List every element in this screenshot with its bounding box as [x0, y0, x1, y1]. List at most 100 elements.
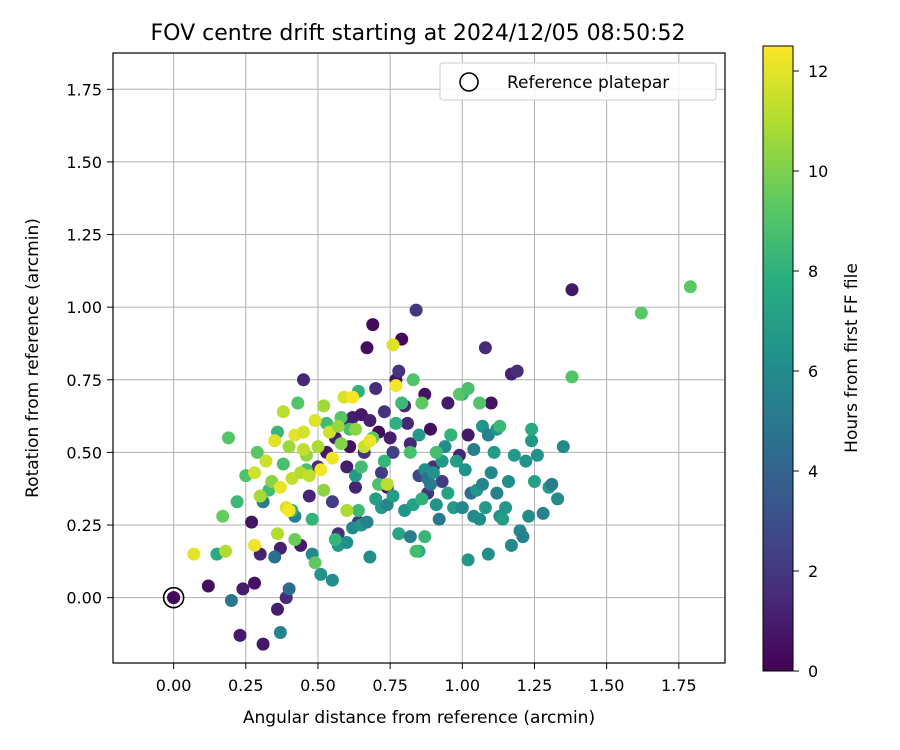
scatter-point	[273, 480, 287, 494]
axis-ticks: 0.00 0.25 0.50 0.75 1.00 1.25 1.50 1.75 0.00 0.25…	[66, 80, 696, 695]
scatter-point	[473, 396, 487, 410]
plot-frame	[112, 52, 726, 664]
colorbar-tick-label: 8	[808, 262, 818, 281]
scatter-point	[565, 283, 579, 297]
x-tick-label: 1.75	[661, 676, 697, 695]
scatter-point	[268, 550, 282, 564]
scatter-point	[519, 454, 533, 468]
scatter-point	[224, 594, 238, 607]
scatter-point	[308, 556, 322, 570]
x-tick-label: 0.75	[372, 676, 408, 695]
scatter-point	[248, 576, 261, 590]
scatter-point	[528, 475, 541, 488]
y-tick-label: 0.50	[66, 443, 102, 462]
scatter-point	[363, 550, 377, 564]
scatter-point	[504, 538, 518, 552]
scatter-point	[245, 515, 259, 529]
scatter-point	[461, 553, 475, 567]
scatter-point	[403, 445, 417, 459]
scatter-point	[308, 414, 322, 427]
scatter-point	[302, 469, 316, 483]
scatter-point	[565, 370, 579, 384]
scatter-point	[484, 466, 498, 480]
scatter-point	[311, 440, 325, 454]
scatter-point	[328, 533, 342, 546]
legend-box	[439, 62, 717, 101]
scatter-point	[473, 512, 487, 526]
scatter-point	[230, 495, 244, 509]
scatter-point	[525, 434, 539, 448]
scatter-point	[450, 454, 463, 468]
scatter-point	[302, 489, 316, 503]
scatter-point	[432, 512, 446, 526]
scatter-point	[401, 416, 414, 430]
scatter-point	[395, 396, 409, 410]
scatter-point	[349, 422, 362, 436]
y-tick-label: 1.00	[66, 298, 102, 317]
scatter-point	[305, 512, 319, 526]
scatter-point	[291, 396, 305, 410]
legend-label: Reference platepar	[507, 73, 669, 93]
scatter-point	[426, 466, 440, 480]
scatter-point	[516, 530, 530, 544]
scatter-point	[444, 428, 458, 442]
scatter-point	[409, 303, 423, 317]
x-tick-label: 0.00	[156, 676, 192, 695]
colorbar-tick-label: 10	[808, 162, 828, 181]
scatter-point	[340, 460, 354, 474]
scatter-point	[386, 338, 400, 352]
legend: Reference platepar	[439, 62, 717, 101]
scatter-point	[392, 364, 406, 378]
scatter-point	[340, 536, 354, 549]
scatter-point	[424, 477, 437, 491]
scatter-point	[683, 280, 697, 294]
colorbar-tick-label: 12	[808, 62, 828, 81]
scatter-point	[334, 437, 348, 451]
scatter-point	[455, 501, 469, 515]
scatter-point	[346, 390, 360, 404]
scatter-point	[461, 428, 475, 442]
scatter-point	[288, 533, 302, 546]
scatter-point	[273, 626, 287, 639]
scatter-point	[375, 466, 388, 480]
y-tick-label: 0.25	[66, 516, 102, 535]
scatter-point	[233, 628, 247, 642]
colorbar-tick-label: 0	[808, 662, 818, 681]
x-tick-label: 0.25	[228, 676, 264, 695]
scatter-point	[386, 489, 400, 503]
scatter-point	[248, 466, 261, 480]
scatter-point	[441, 396, 455, 410]
scatter-point	[478, 341, 492, 355]
scatter-point	[276, 457, 290, 471]
scatter-point	[325, 451, 339, 465]
scatter-point	[354, 460, 368, 474]
scatter-point	[325, 573, 339, 587]
scatter-point	[481, 547, 495, 561]
y-tick-label: 1.75	[66, 80, 102, 99]
scatter-point	[351, 504, 365, 517]
scatter-point	[467, 443, 481, 456]
scatter-point	[634, 306, 648, 320]
scatter-point	[276, 405, 290, 419]
scatter-point	[487, 445, 501, 459]
scatter-point	[363, 414, 377, 427]
scatter-point	[250, 445, 264, 459]
x-axis-label: Angular distance from reference (arcmin)	[243, 708, 595, 728]
y-tick-label: 0.00	[66, 589, 102, 608]
y-tick-label: 0.75	[66, 371, 102, 390]
scatter-point	[458, 463, 472, 477]
scatter-point	[502, 475, 515, 488]
scatter-point	[389, 379, 403, 393]
scatter-point	[271, 602, 284, 616]
scatter-point	[386, 445, 400, 459]
scatter-point	[545, 477, 559, 491]
scatter-point	[403, 530, 417, 544]
reference-point	[167, 591, 181, 605]
colorbar-tick-label: 4	[808, 462, 818, 481]
scatter-point	[187, 547, 201, 561]
scatter-point	[268, 434, 282, 448]
scatter-point	[556, 440, 570, 454]
scatter-point	[507, 448, 521, 462]
scatter-points	[162, 280, 697, 651]
